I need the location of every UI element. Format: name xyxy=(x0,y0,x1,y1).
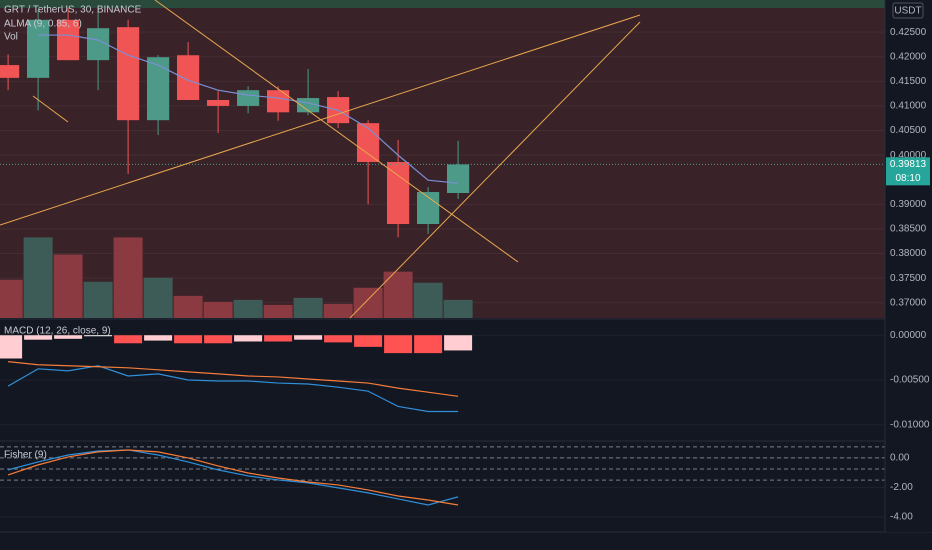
alma-legend: ALMA (9, 0.85, 6) xyxy=(4,19,82,30)
candle-body xyxy=(447,164,470,194)
candle-body xyxy=(387,162,410,225)
candle-body xyxy=(267,90,290,113)
y-tick-label: 0.39000 xyxy=(890,199,927,210)
last-price-label: 0.39813 xyxy=(890,159,927,170)
macd-histogram-bar xyxy=(264,335,293,342)
candle-body xyxy=(357,123,380,163)
y-tick-label: 0.00000 xyxy=(890,330,927,341)
trend-line xyxy=(0,14,641,226)
volume-bar xyxy=(83,281,113,318)
last-price-box xyxy=(886,157,930,186)
candle-body xyxy=(87,28,110,61)
y-tick-label: 0.40500 xyxy=(890,125,927,136)
volume-bar xyxy=(323,303,353,318)
volume-bar xyxy=(23,237,53,318)
fisher-legend: Fisher (9) xyxy=(4,450,47,461)
volume-bar xyxy=(113,237,143,318)
y-tick-label: 0.00 xyxy=(890,453,910,464)
volume-bar xyxy=(0,279,23,318)
macd-histogram-bar xyxy=(294,335,323,340)
macd-histogram-bar xyxy=(174,335,203,344)
volume-bar xyxy=(443,299,473,318)
trend-line xyxy=(349,21,641,319)
indicator-line xyxy=(8,361,459,397)
volume-bar xyxy=(53,254,83,318)
trend-line xyxy=(32,95,69,123)
candle-body xyxy=(417,192,440,225)
macd-histogram-bar xyxy=(354,335,383,347)
macd-histogram-bar xyxy=(414,335,443,354)
y-tick-label: 0.38000 xyxy=(890,248,927,259)
y-tick-label: 0.40000 xyxy=(890,150,927,161)
y-tick-label: 0.38500 xyxy=(890,224,927,235)
volume-bar xyxy=(173,295,203,318)
macd-histogram-bar xyxy=(324,335,353,343)
y-tick-label: 0.42000 xyxy=(890,51,927,62)
symbol-title: GRT / TetherUS, 30, BINANCE xyxy=(4,5,142,16)
trend-line xyxy=(154,0,519,263)
y-tick-label: -4.00 xyxy=(890,512,913,523)
y-tick-label: 0.42500 xyxy=(890,27,927,38)
y-tick-label: 0.37500 xyxy=(890,273,927,284)
macd-histogram-bar xyxy=(204,335,233,344)
macd-histogram-bar xyxy=(54,335,83,339)
volume-legend: Vol xyxy=(4,32,18,43)
candle-body xyxy=(57,19,80,61)
candle-body xyxy=(147,57,170,121)
price-axis xyxy=(885,0,932,532)
candle-body xyxy=(207,100,230,106)
currency[interactable]: USDT xyxy=(894,6,921,17)
drawings xyxy=(0,0,641,319)
macd-legend: MACD (12, 26, close, 9) xyxy=(4,326,111,337)
volume-bar xyxy=(233,299,263,318)
candle-body xyxy=(117,27,140,121)
axis-labels: 0.42500 0.42000 0.41500 0.41000 0.40500 0.400… xyxy=(886,27,930,523)
y-tick-label: -0.00500 xyxy=(890,375,930,386)
macd-histogram-bar xyxy=(24,335,53,340)
indicator-line xyxy=(7,449,459,506)
candle-body xyxy=(0,65,20,78)
zone-strip xyxy=(0,0,885,8)
macd-histogram-bar xyxy=(84,335,113,337)
macd-histogram-bar xyxy=(114,335,143,344)
indicator-line xyxy=(7,449,459,506)
candle-body xyxy=(177,55,200,101)
macd-histogram-bar xyxy=(144,335,173,341)
y-tick-label: 0.41000 xyxy=(890,101,927,112)
volume-bar xyxy=(413,282,443,318)
macd-histogram-bar xyxy=(384,335,413,354)
macd-histogram-bar xyxy=(444,335,473,351)
currency-box[interactable] xyxy=(892,2,924,19)
y-tick-label: 0.41500 xyxy=(890,76,927,87)
marks xyxy=(0,8,885,506)
volume-bar xyxy=(263,304,293,318)
indicator-line xyxy=(7,365,459,413)
macd-histogram-bar xyxy=(0,335,23,359)
volume-bar xyxy=(203,301,233,318)
candle-body xyxy=(237,90,260,106)
candle-body xyxy=(27,19,50,78)
volume-bar xyxy=(143,277,173,318)
volume-bar xyxy=(293,297,323,318)
countdown: 08:10 xyxy=(895,173,920,184)
volume-bar xyxy=(353,287,383,318)
indicator-line xyxy=(38,34,459,184)
y-tick-label: 0.37000 xyxy=(890,297,927,308)
macd-histogram-bar xyxy=(234,335,263,342)
y-tick-label: -2.00 xyxy=(890,482,913,493)
y-tick-label: -0.01000 xyxy=(890,419,930,430)
